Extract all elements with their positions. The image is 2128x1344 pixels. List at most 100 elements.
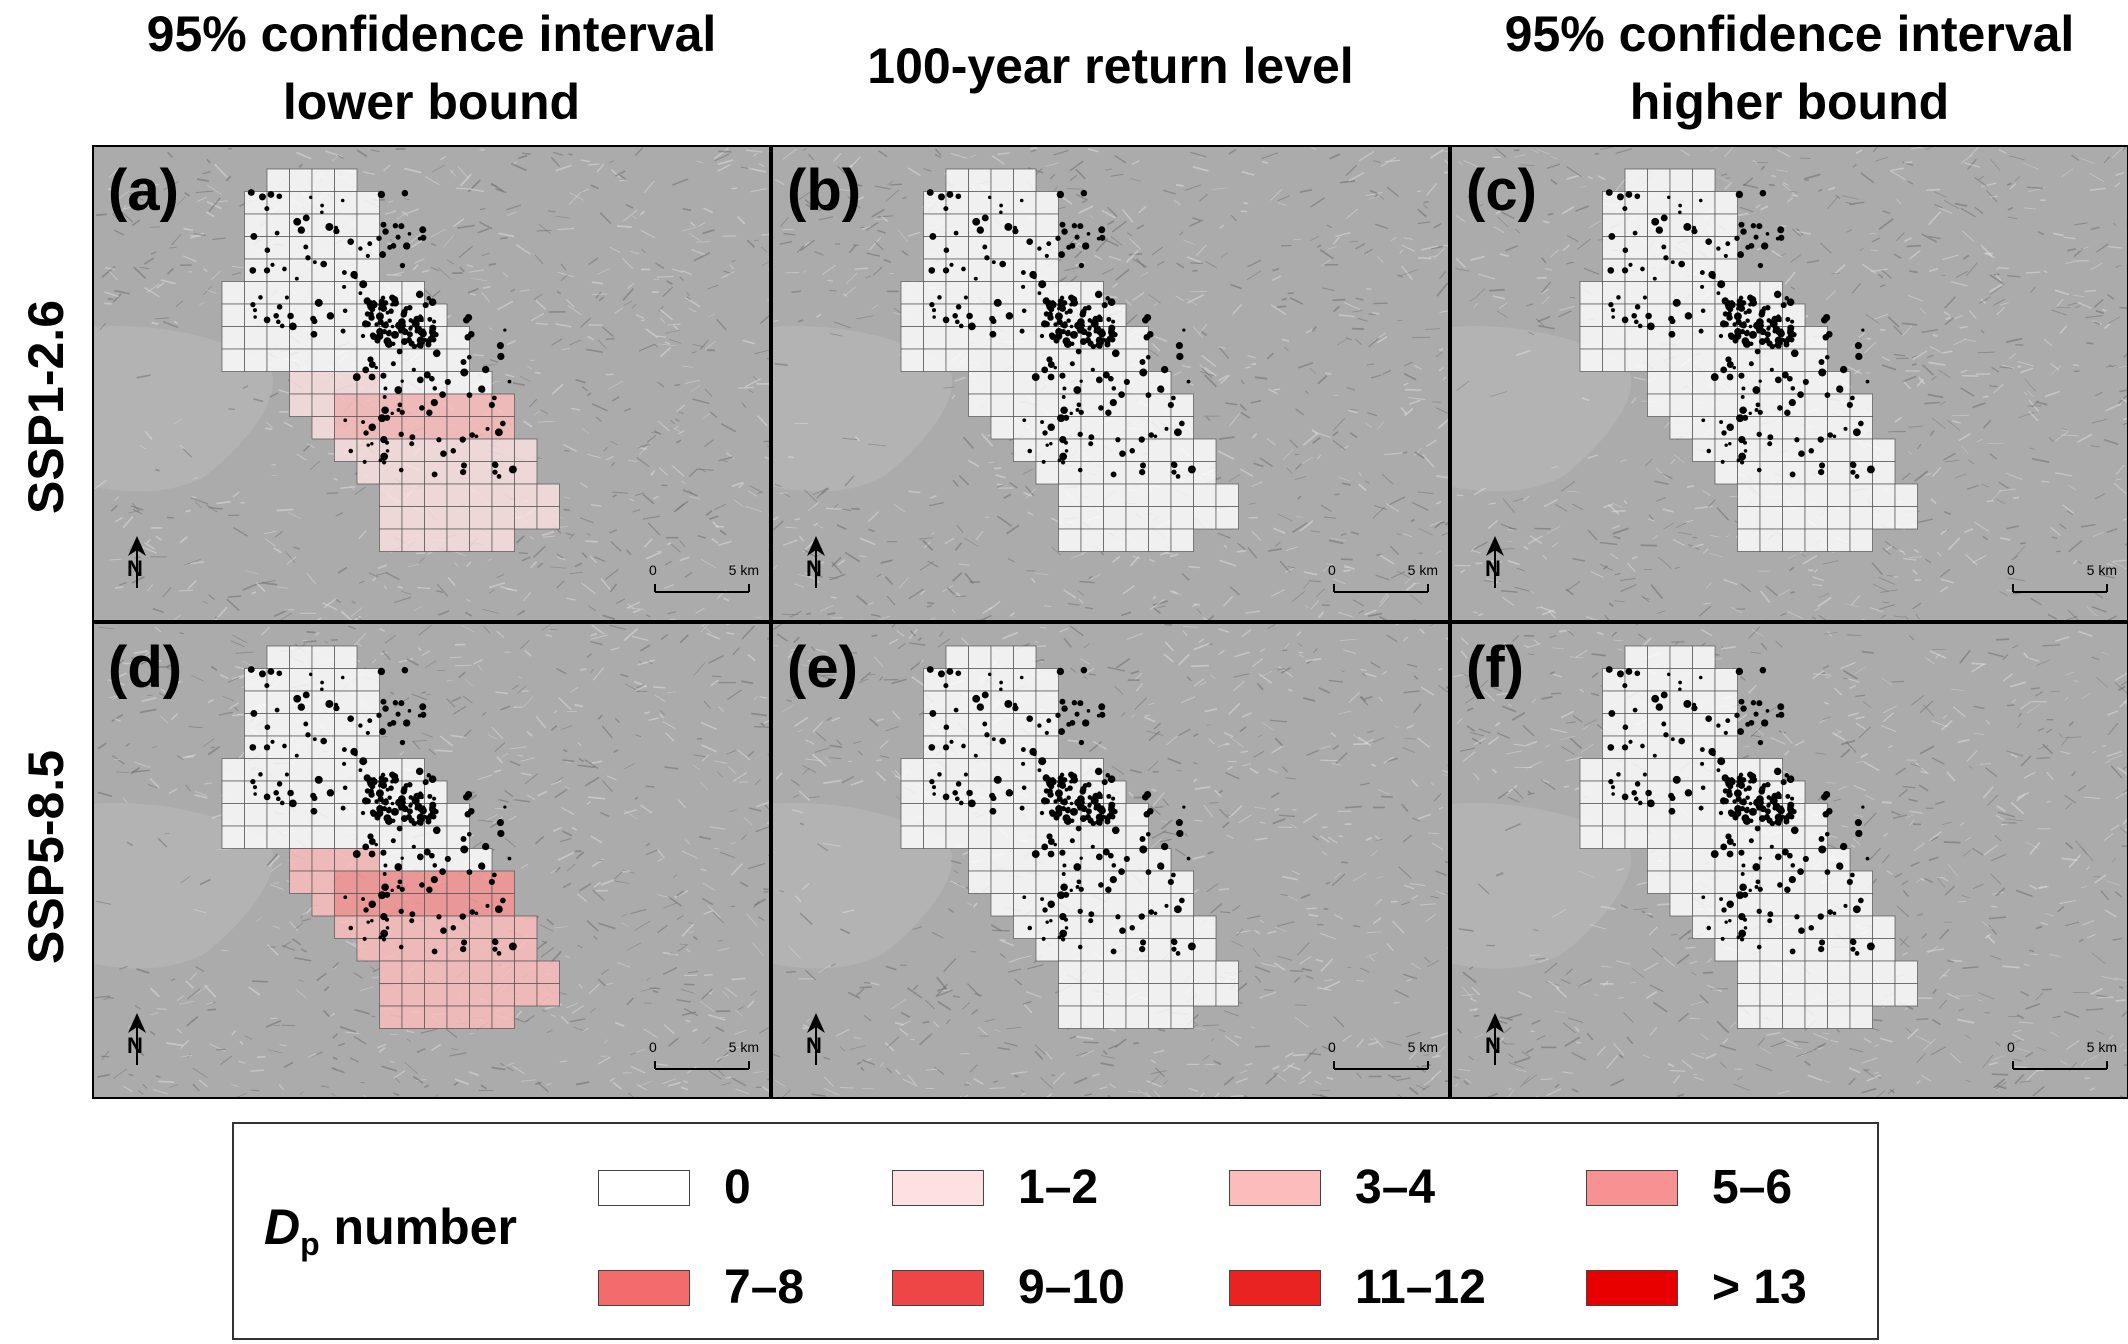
settlement-point: [1740, 395, 1745, 399]
relief-stroke: [773, 565, 778, 570]
relief-stroke: [1483, 580, 1502, 583]
relief-stroke: [1157, 260, 1165, 266]
relief-stroke: [623, 209, 638, 222]
settlement-point: [360, 333, 366, 339]
relief-stroke: [1872, 147, 1878, 153]
relief-stroke: [206, 504, 218, 513]
grid-cell: [514, 461, 538, 485]
relief-stroke: [139, 266, 149, 270]
relief-stroke: [1293, 976, 1301, 983]
settlement-point: [988, 195, 992, 200]
relief-stroke: [506, 204, 522, 211]
relief-stroke: [1348, 409, 1358, 411]
relief-stroke: [1265, 1073, 1278, 1085]
relief-stroke: [1310, 197, 1325, 208]
relief-stroke: [2074, 222, 2088, 226]
relief-stroke: [1612, 503, 1623, 509]
grid-cell: [446, 483, 470, 507]
relief-stroke: [2090, 226, 2100, 230]
relief-stroke: [1423, 201, 1429, 204]
relief-stroke: [1375, 223, 1389, 230]
settlement-point: [368, 361, 376, 369]
relief-stroke: [614, 1021, 625, 1028]
relief-stroke: [188, 271, 193, 273]
relief-stroke: [541, 624, 552, 631]
grid-cell: [536, 960, 560, 984]
relief-stroke: [146, 539, 151, 544]
relief-stroke: [112, 293, 122, 303]
panel-label: (d): [108, 635, 183, 700]
settlement-point: [365, 730, 370, 735]
settlement-point: [436, 437, 442, 443]
grid-cell: [401, 983, 425, 1007]
relief-stroke: [185, 980, 195, 989]
settlement-point: [1069, 411, 1073, 416]
settlement-point: [1059, 221, 1066, 228]
relief-stroke: [104, 266, 116, 271]
relief-stroke: [630, 1052, 636, 1056]
relief-stroke: [261, 581, 278, 586]
relief-stroke: [1812, 576, 1825, 582]
relief-stroke: [510, 746, 527, 750]
relief-stroke: [1541, 281, 1552, 294]
settlement-point: [508, 942, 517, 951]
settlement-point: [302, 214, 310, 222]
settlement-point: [384, 414, 391, 421]
settlement-point: [1146, 330, 1154, 338]
grid-cell: [1013, 191, 1037, 215]
relief-stroke: [279, 1043, 287, 1047]
relief-stroke: [779, 492, 788, 494]
relief-stroke: [872, 266, 883, 277]
grid-cell: [1148, 393, 1172, 417]
relief-stroke: [1572, 503, 1584, 511]
relief-stroke: [701, 624, 712, 634]
relief-stroke: [1721, 173, 1728, 177]
settlement-point: [1078, 409, 1084, 415]
settlement-point: [1766, 318, 1771, 323]
relief-stroke: [1989, 158, 2001, 172]
grid-cell: [1849, 506, 1873, 530]
relief-stroke: [111, 713, 124, 722]
grid-cell: [311, 281, 335, 305]
relief-stroke: [1217, 532, 1231, 539]
relief-stroke: [642, 515, 660, 520]
relief-stroke: [300, 948, 308, 953]
settlement-point: [1667, 195, 1671, 200]
settlement-point: [430, 875, 438, 884]
settlement-point: [426, 409, 433, 416]
scale-start-label: 0: [2007, 562, 2015, 578]
relief-stroke: [804, 241, 810, 247]
relief-stroke: [2062, 504, 2075, 514]
relief-stroke: [759, 695, 768, 699]
relief-stroke: [149, 1030, 156, 1036]
settlement-point: [414, 328, 420, 334]
relief-stroke: [1128, 237, 1142, 250]
relief-stroke: [407, 563, 420, 568]
relief-stroke: [523, 420, 533, 428]
relief-stroke: [2077, 301, 2092, 309]
settlement-point: [1691, 228, 1698, 235]
relief-stroke: [2077, 561, 2082, 565]
grid-cell: [923, 348, 947, 372]
settlement-point: [1740, 228, 1747, 235]
relief-stroke: [2059, 325, 2068, 335]
settlement-point: [1794, 437, 1800, 443]
settlement-point: [400, 379, 404, 383]
relief-stroke: [620, 914, 627, 917]
relief-stroke: [1904, 615, 1909, 620]
relief-stroke: [865, 221, 879, 231]
relief-stroke: [465, 561, 472, 567]
settlement-point: [348, 448, 354, 454]
grid-cell: [1125, 506, 1149, 530]
grid-cell: [289, 735, 313, 759]
relief-stroke: [1716, 176, 1731, 183]
settlement-point: [311, 318, 318, 325]
grid-cell: [289, 281, 313, 305]
relief-stroke: [401, 591, 412, 595]
settlement-point: [1108, 333, 1113, 338]
relief-stroke: [384, 210, 397, 215]
grid-cell: [1103, 506, 1127, 530]
relief-stroke: [137, 1090, 144, 1095]
relief-stroke: [1276, 513, 1293, 522]
